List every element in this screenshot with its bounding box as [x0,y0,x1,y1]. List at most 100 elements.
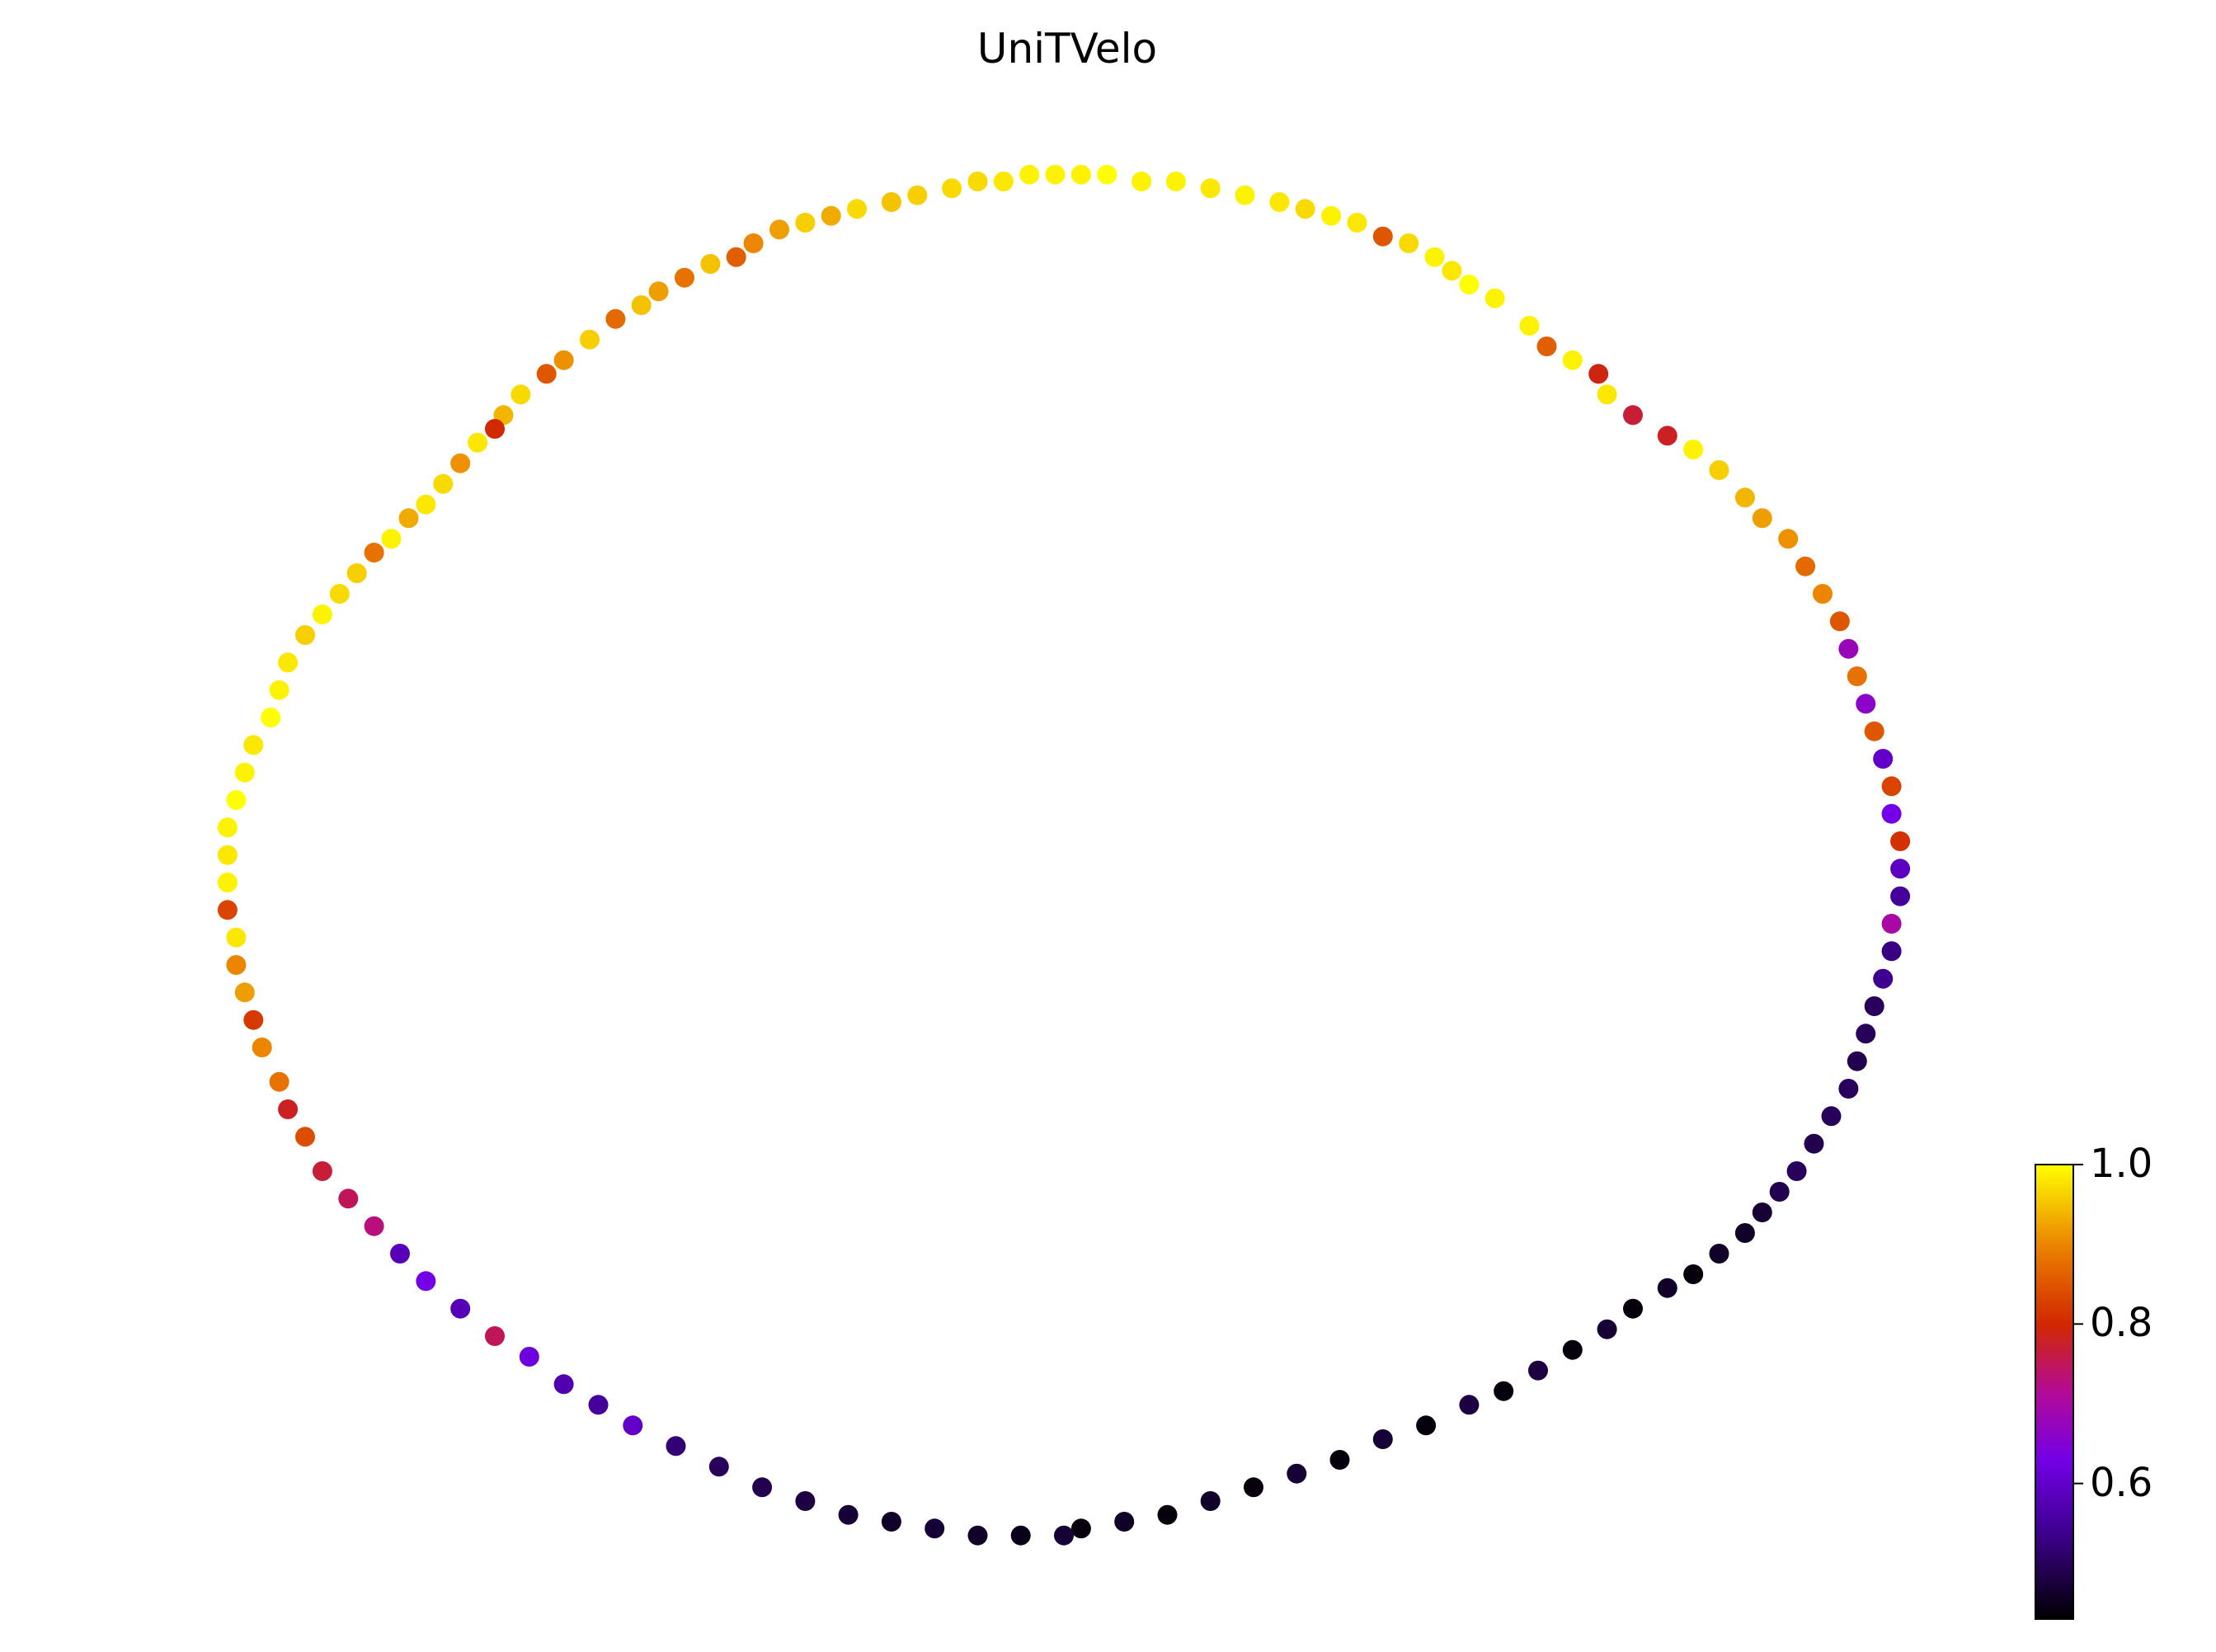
scatter-point [1847,666,1867,686]
scatter-point [1329,1450,1350,1470]
scatter-points [217,164,1911,1546]
scatter-point [1287,1463,1307,1484]
scatter-point [881,192,901,212]
scatter-point [269,680,289,700]
scatter-point [450,1298,471,1319]
scatter-point [450,453,471,473]
scatter-point [1372,1429,1393,1449]
scatter-point [1157,1504,1178,1525]
scatter-point [381,529,402,549]
scatter-point [1873,968,1894,989]
scatter-point [1657,426,1677,446]
scatter-point [1132,172,1152,191]
colorbar-tick-label: 0.8 [2090,1300,2153,1347]
scatter-point [881,1512,901,1532]
chart-title: UniTVelo [976,25,1158,73]
colorbar-tick-label: 0.6 [2090,1459,2153,1506]
scatter-point [346,563,367,583]
scatter-point [1804,1133,1824,1154]
scatter-point [1562,1339,1583,1360]
scatter-point [1484,288,1505,308]
scatter-point [485,419,505,439]
scatter-point [907,185,928,205]
scatter-point [243,1010,264,1030]
scatter-point [1881,941,1902,962]
scatter-point [1459,275,1480,294]
scatter-point [269,1071,289,1092]
scatter-point [1709,1244,1729,1264]
scatter-point [1235,185,1255,205]
scatter-point [1562,350,1583,370]
scatter-point [1683,1264,1704,1284]
scatter-point [1459,1395,1480,1415]
scatter-point [666,1436,686,1457]
scatter-point [1864,996,1884,1016]
scatter-point [1165,172,1186,191]
scatter-point [795,213,816,233]
scatter-point [967,172,988,191]
scatter-point [1873,749,1894,769]
scatter-point [278,1099,299,1119]
scatter-point [1416,1415,1437,1436]
scatter-point [1399,233,1419,253]
scatter-point [261,708,281,727]
scatter-point [329,584,350,604]
colorbar-tick-label: 1.0 [2090,1141,2153,1187]
scatter-point [1881,914,1902,934]
scatter-point [967,1525,988,1546]
scatter-point [278,652,299,673]
scatter-point [795,1491,816,1511]
scatter-point [700,254,721,274]
scatter-point [1588,364,1609,384]
scatter-point [1010,1525,1031,1546]
scatter-point [1269,192,1290,212]
scatter-point [1778,529,1799,549]
scatter-point [1054,1525,1074,1546]
scatter-point [217,900,238,920]
scatter-point [1657,1278,1677,1298]
scatter-point [295,625,315,645]
scatter-point [1890,886,1911,906]
scatter-point [1097,164,1117,185]
scatter-point [1347,213,1367,233]
scatter-point [1786,1161,1807,1181]
scatter-point [416,494,436,515]
scatter-point [468,432,488,453]
colorbar-ticks [2073,1164,2083,1485]
scatter-point [993,172,1014,191]
scatter-point [1856,694,1876,714]
scatter-point [226,927,247,948]
scatter-point [942,178,962,199]
scatter-point [364,1216,384,1236]
scatter-point [726,247,746,267]
scatter-point [743,233,764,253]
scatter-point [1045,164,1066,185]
scatter-point [1295,199,1315,219]
scatter-point [553,350,574,370]
scatter-point [1864,721,1884,741]
colorbar-gradient [2035,1164,2074,1620]
scatter-point [217,845,238,865]
scatter-point [769,219,789,240]
scatter-point [1623,405,1643,426]
scatter-point [390,1244,410,1264]
scatter-point [1813,584,1833,604]
scatter-point [631,295,652,315]
scatter-point [1847,1051,1867,1071]
scatter-point [1881,803,1902,824]
scatter-point [1623,1298,1643,1319]
scatter-point [1734,487,1755,508]
scatter-point [1519,316,1540,336]
scatter-point [226,790,247,810]
scatter-point [1838,1079,1859,1099]
scatter-point [1244,1477,1263,1498]
scatter-point [485,1326,505,1346]
scatter-point [1114,1512,1135,1532]
scatter-point [1709,460,1729,480]
scatter-point [752,1477,773,1498]
scatter-point [398,508,419,529]
scatter-point [1734,1223,1755,1243]
scatter-point [1442,261,1462,281]
scatter-point [1838,638,1859,659]
